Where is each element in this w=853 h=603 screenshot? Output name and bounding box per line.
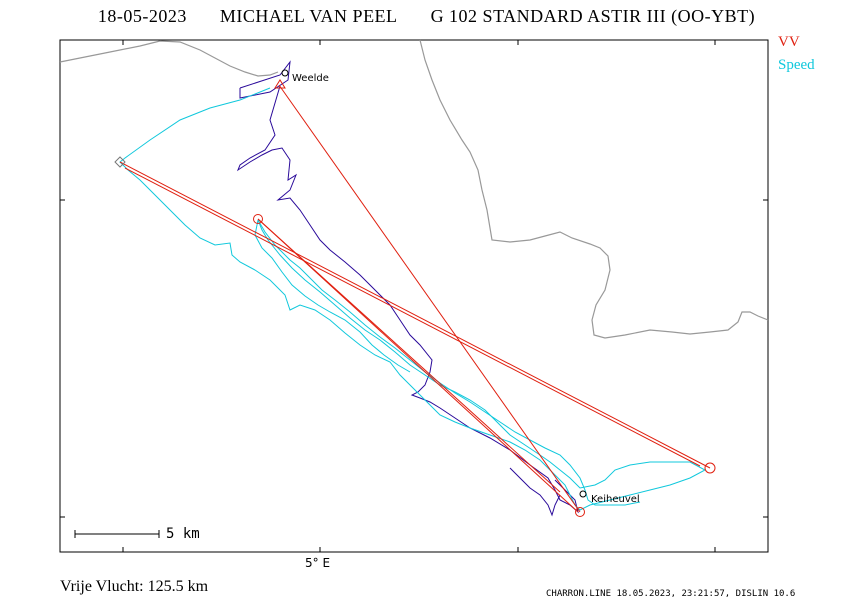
turnpoint-circle-marker-2 — [704, 462, 716, 474]
longitude-label: 5° E — [305, 556, 331, 570]
glider-name: G 102 STANDARD ASTIR III (OO-YBT) — [430, 6, 756, 26]
pilot-name: MICHAEL VAN PEEL — [219, 6, 398, 26]
speed-track-2 — [257, 219, 641, 506]
turnpoint-circle-marker-1 — [253, 214, 263, 224]
footer-info: CHARRON.LINE 18.05.2023, 23:21:57, DISLI… — [546, 589, 796, 599]
border-line-top — [59, 40, 279, 77]
turnpoint-diamond-marker — [114, 156, 126, 168]
legend-speed: Speed — [778, 57, 815, 73]
task-leg-5 — [257, 218, 561, 493]
map-frame — [59, 39, 769, 553]
flight-track-dark-south — [509, 467, 561, 517]
flight-date: 18-05-2023 — [97, 6, 187, 26]
waypoint-keiheuvel-marker — [579, 490, 587, 498]
flight-track-dark-loop — [239, 60, 291, 99]
task-leg-2 — [124, 167, 701, 467]
turnpoint-circle-marker-3 — [575, 507, 585, 517]
speed-track-3 — [254, 219, 411, 373]
map-title: 18-05-2023 MICHAEL VAN PEEL G 102 STANDA… — [0, 6, 853, 27]
task-leg-3 — [278, 84, 581, 513]
waypoint-label-weelde: Weelde — [292, 73, 329, 84]
waypoint-label-keiheuvel: Keiheuvel — [591, 494, 640, 505]
flight-track-dark — [236, 85, 579, 514]
scale-label: 5 km — [166, 526, 200, 542]
speed-track — [119, 87, 707, 511]
border-line-east — [419, 39, 769, 339]
task-leg-1 — [119, 161, 711, 469]
free-flight-distance: Vrije Vlucht: 125.5 km — [60, 578, 209, 595]
waypoint-weelde-marker — [281, 69, 289, 77]
legend-vv: VV — [778, 34, 800, 50]
turnpoint-triangle-marker — [274, 79, 286, 89]
